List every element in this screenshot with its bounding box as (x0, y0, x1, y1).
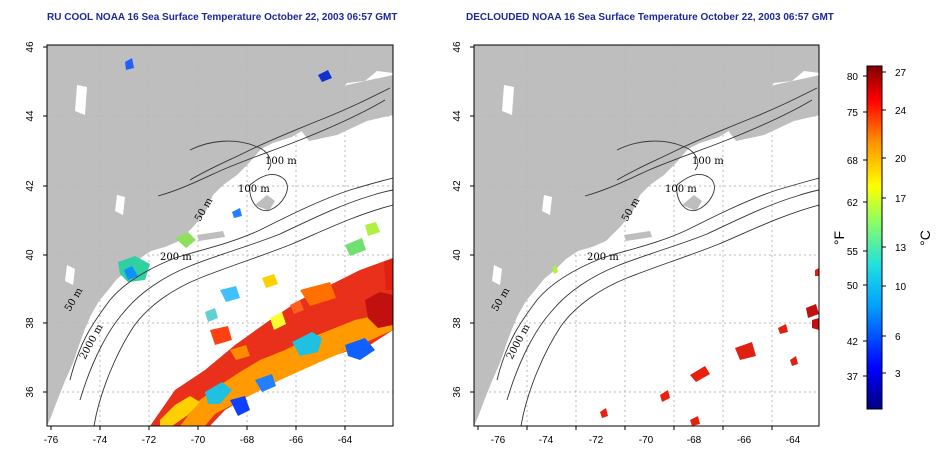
right-sst-patches (552, 265, 819, 426)
right-x-tick: -68 (687, 435, 702, 446)
celsius-tick: 3 (895, 369, 901, 380)
right-x-tick: -70 (639, 435, 654, 446)
contour-label-100m-a: 100 m (265, 156, 297, 167)
right-panel-title: DECLOUDED NOAA 16 Sea Surface Temperatur… (466, 12, 834, 23)
left-y-tick: 42 (25, 180, 36, 192)
fahrenheit-tick: 75 (847, 108, 859, 119)
right-y-axis: 36 38 40 42 44 46 (452, 41, 474, 398)
contour-label-200m: 200 m (587, 252, 619, 263)
fahrenheit-tick: 42 (847, 337, 859, 348)
right-y-tick: 42 (452, 180, 463, 192)
fahrenheit-tick: 50 (847, 281, 859, 292)
left-x-tick: -76 (44, 435, 59, 446)
fahrenheit-tick: 37 (847, 372, 859, 383)
left-y-tick: 44 (25, 110, 36, 122)
right-y-tick: 46 (452, 41, 463, 53)
contour-label-100m-b: 100 m (665, 184, 697, 195)
right-x-tick: -66 (737, 435, 752, 446)
colorbar-celsius-ticks: 27 24 20 17 13 10 6 3 (882, 68, 907, 380)
contour-label-100m-a: 100 m (692, 156, 724, 167)
celsius-tick: 6 (895, 332, 901, 343)
left-x-tick: -64 (338, 435, 353, 446)
right-x-tick: -72 (589, 435, 604, 446)
celsius-tick: 20 (895, 154, 907, 165)
left-contours (69, 87, 393, 426)
left-x-tick: -70 (191, 435, 206, 446)
left-panel-title: RU COOL NOAA 16 Sea Surface Temperature … (47, 12, 398, 23)
left-x-axis: -76 -74 -72 -70 -68 -66 -64 (44, 426, 353, 446)
left-y-tick: 40 (25, 249, 36, 261)
right-y-tick: 38 (452, 317, 463, 329)
celsius-tick: 13 (895, 243, 907, 254)
right-contours (496, 87, 819, 426)
right-map: 100 m 100 m 50 m 200 m 50 m 2000 m -76 -… (452, 41, 820, 446)
left-x-tick: -72 (142, 435, 157, 446)
colorbar: 80 75 68 62 55 50 42 37 27 24 20 17 13 1… (831, 65, 933, 410)
right-map-frame (473, 44, 820, 427)
left-x-tick: -66 (289, 435, 304, 446)
left-y-tick: 46 (25, 41, 36, 53)
fahrenheit-unit-label: °F (831, 231, 847, 245)
right-x-tick: -74 (539, 435, 554, 446)
right-x-tick: -64 (786, 435, 801, 446)
celsius-tick: 17 (895, 194, 907, 205)
celsius-unit-label: °C (917, 230, 933, 246)
right-y-tick: 44 (452, 110, 463, 122)
left-y-tick: 36 (25, 386, 36, 398)
contour-label-200m: 200 m (160, 252, 192, 263)
left-map: 100 m 100 m 50 m 200 m 50 m 2000 m -76 -… (25, 41, 394, 446)
left-y-tick: 38 (25, 317, 36, 329)
right-y-tick: 40 (452, 249, 463, 261)
right-y-tick: 36 (452, 386, 463, 398)
left-x-tick: -74 (93, 435, 108, 446)
left-sst-patches (118, 58, 393, 426)
colorbar-fahrenheit-ticks: 80 75 68 62 55 50 42 37 (847, 72, 867, 383)
right-x-axis: -76 -74 -72 -70 -68 -66 -64 (477, 426, 801, 446)
celsius-tick: 27 (895, 68, 907, 79)
celsius-tick: 10 (895, 282, 907, 293)
right-x-tick: -76 (491, 435, 506, 446)
celsius-tick: 24 (895, 106, 907, 117)
left-map-frame (46, 44, 394, 427)
fahrenheit-tick: 80 (847, 72, 859, 83)
fahrenheit-tick: 55 (847, 247, 859, 258)
left-x-tick: -68 (240, 435, 255, 446)
fahrenheit-tick: 62 (847, 198, 859, 209)
fahrenheit-tick: 68 (847, 156, 859, 167)
left-y-axis: 36 38 40 42 44 46 (25, 41, 47, 398)
colorbar-gradient (866, 65, 883, 410)
contour-label-100m-b: 100 m (238, 184, 270, 195)
